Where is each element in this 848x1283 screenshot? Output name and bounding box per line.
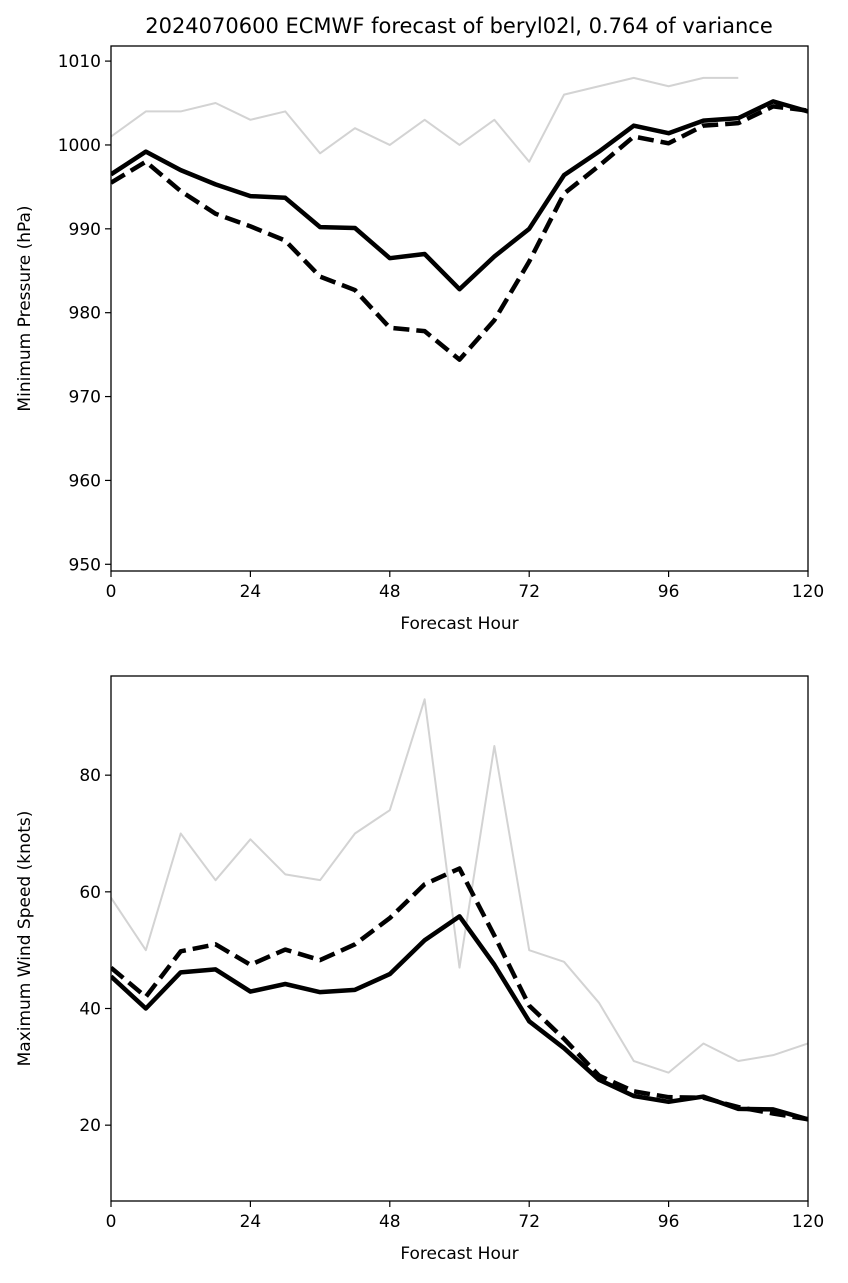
wind-x-tick-label: 24 <box>240 1212 262 1232</box>
wind-x-tick-label: 96 <box>658 1212 680 1232</box>
pressure-y-tick-label: 970 <box>69 388 101 408</box>
wind-y-axis-label: Maximum Wind Speed (knots) <box>15 811 35 1067</box>
chart-title: 2024070600 ECMWF forecast of beryl02l, 0… <box>145 14 773 38</box>
wind-y-tick-label: 80 <box>79 766 101 786</box>
pressure-y-tick-label: 1010 <box>58 52 101 72</box>
pressure-x-axis-label: Forecast Hour <box>400 614 518 634</box>
wind-plot-area <box>111 698 808 1122</box>
pressure-dashed-series <box>111 104 808 362</box>
wind-axes-frame <box>110 675 809 1202</box>
pressure-y-tick-label: 990 <box>69 220 101 240</box>
wind-panel: 0 24 48 72 96 120 20 40 60 80 Forecast Hour Maximum… <box>15 675 824 1264</box>
pressure-x-tick-label: 48 <box>379 582 401 602</box>
pressure-y-tick-label: 980 <box>69 304 101 324</box>
pressure-x-tick-label: 120 <box>792 582 824 602</box>
wind-y-tick-label: 20 <box>79 1116 101 1136</box>
pressure-y-tick-label: 960 <box>69 471 101 491</box>
pressure-x-tick-label: 24 <box>240 582 262 602</box>
wind-ensemble-member-1 <box>111 698 808 1074</box>
wind-x-tick-label: 0 <box>106 1212 117 1232</box>
pressure-solid-series <box>111 99 808 292</box>
pressure-x-tick-label: 96 <box>658 582 680 602</box>
wind-x-tick-label: 120 <box>792 1212 824 1232</box>
pressure-y-tick-label: 950 <box>69 555 101 575</box>
pressure-panel: 0 24 48 72 96 120 950 960 970 980 990 1000 1010 Forec… <box>15 45 824 634</box>
wind-x-tick-label: 48 <box>379 1212 401 1232</box>
pressure-ensemble-member-1 <box>111 76 739 163</box>
pressure-y-axis-label: Minimum Pressure (hPa) <box>15 205 35 411</box>
pressure-x-tick-label: 72 <box>518 582 540 602</box>
pressure-plot-area <box>111 76 808 362</box>
wind-y-tick-label: 40 <box>79 1000 101 1020</box>
wind-x-tick-label: 72 <box>518 1212 540 1232</box>
pressure-axes-frame <box>110 45 809 572</box>
wind-y-tick-label: 60 <box>79 883 101 903</box>
pressure-y-tick-label: 1000 <box>58 136 101 156</box>
pressure-x-tick-label: 0 <box>106 582 117 602</box>
wind-dashed-series <box>111 866 808 1122</box>
wind-x-axis-label: Forecast Hour <box>400 1244 518 1264</box>
